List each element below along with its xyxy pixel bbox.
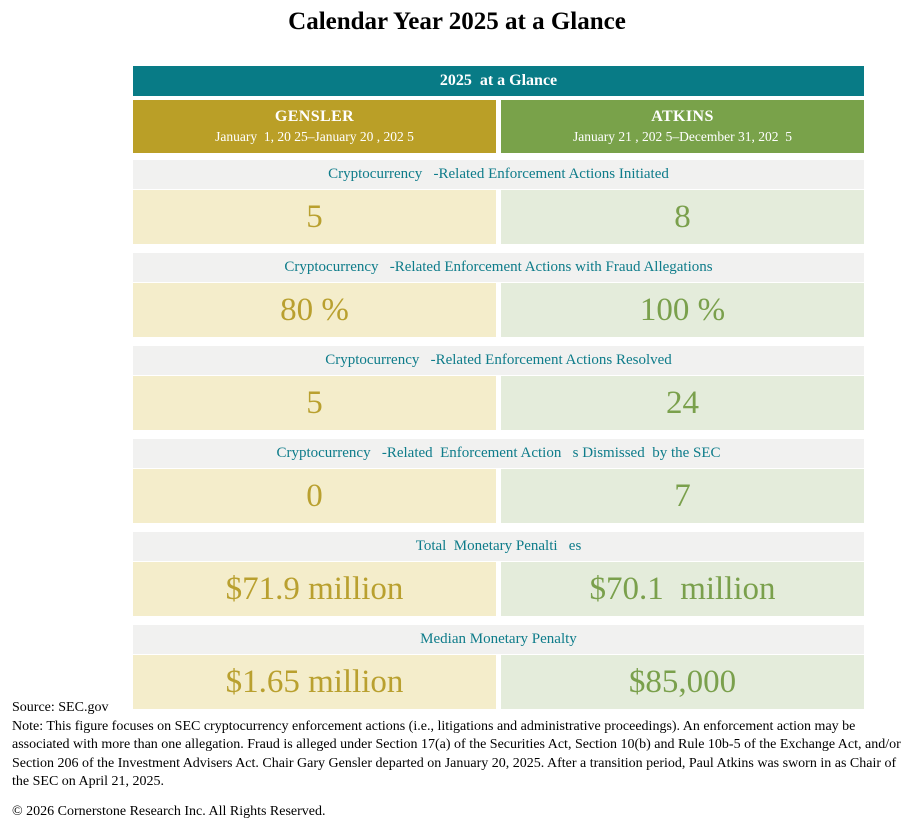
metric-label: Median Monetary Penalty — [133, 625, 864, 654]
gensler-name: GENSLER — [274, 108, 355, 125]
value-atkins: 24 — [501, 376, 864, 430]
value-atkins: $70.1 million — [501, 562, 864, 616]
value-atkins: $85,000 — [501, 655, 864, 709]
value-row: 5 24 — [133, 376, 864, 430]
metric-group-total-penalties: Total Monetary Penalti es $71.9 million … — [133, 532, 864, 616]
metric-group-fraud-allegations: Cryptocurrency -Related Enforcement Acti… — [133, 253, 864, 337]
value-gensler: $1.65 million — [133, 655, 496, 709]
table-banner: 2025 at a Glance — [133, 66, 864, 96]
value-row: 5 8 — [133, 190, 864, 244]
value-atkins: 100 % — [501, 283, 864, 337]
value-gensler: 0 — [133, 469, 496, 523]
footer: Source: SEC.gov Note: This figure focuse… — [12, 699, 910, 821]
source-text: Source: SEC.gov — [12, 700, 109, 715]
metric-group-dismissed: Cryptocurrency -Related Enforcement Acti… — [133, 439, 864, 523]
value-gensler: $71.9 million — [133, 562, 496, 616]
value-atkins: 7 — [501, 469, 864, 523]
column-header-row: GENSLER January 1, 20 25–January 20 , 20… — [133, 100, 864, 153]
metric-label: Cryptocurrency -Related Enforcement Acti… — [133, 253, 864, 282]
value-row: 80 % 100 % — [133, 283, 864, 337]
note-text: Note: This figure focuses on SEC cryptoc… — [12, 718, 901, 790]
value-row: $1.65 million $85,000 — [133, 655, 864, 709]
copyright-text: © 2026 Cornerstone Research Inc. All Rig… — [12, 803, 326, 819]
value-row: 0 7 — [133, 469, 864, 523]
metric-label: Cryptocurrency -Related Enforcement Acti… — [133, 346, 864, 375]
value-gensler: 5 — [133, 376, 496, 430]
metric-group-median-penalty: Median Monetary Penalty $1.65 million $8… — [133, 625, 864, 709]
atkins-name: ATKINS — [651, 108, 714, 125]
glance-table: 2025 at a Glance GENSLER January 1, 20 2… — [133, 66, 864, 718]
gensler-period: January 1, 20 25–January 20 , 202 5 — [215, 129, 414, 144]
column-header-atkins: ATKINS January 21 , 202 5–December 31, 2… — [501, 100, 864, 153]
metric-label: Total Monetary Penalti es — [133, 532, 864, 561]
atkins-period: January 21 , 202 5–December 31, 202 5 — [573, 129, 792, 144]
metric-label: Cryptocurrency -Related Enforcement Acti… — [133, 160, 864, 189]
metric-group-initiated: Cryptocurrency -Related Enforcement Acti… — [133, 160, 864, 244]
metric-label: Cryptocurrency -Related Enforcement Acti… — [133, 439, 864, 468]
value-gensler: 80 % — [133, 283, 496, 337]
column-header-gensler: GENSLER January 1, 20 25–January 20 , 20… — [133, 100, 496, 153]
metric-group-resolved: Cryptocurrency -Related Enforcement Acti… — [133, 346, 864, 430]
value-atkins: 8 — [501, 190, 864, 244]
value-row: $71.9 million $70.1 million — [133, 562, 864, 616]
page-title: Calendar Year 2025 at a Glance — [288, 8, 626, 35]
value-gensler: 5 — [133, 190, 496, 244]
